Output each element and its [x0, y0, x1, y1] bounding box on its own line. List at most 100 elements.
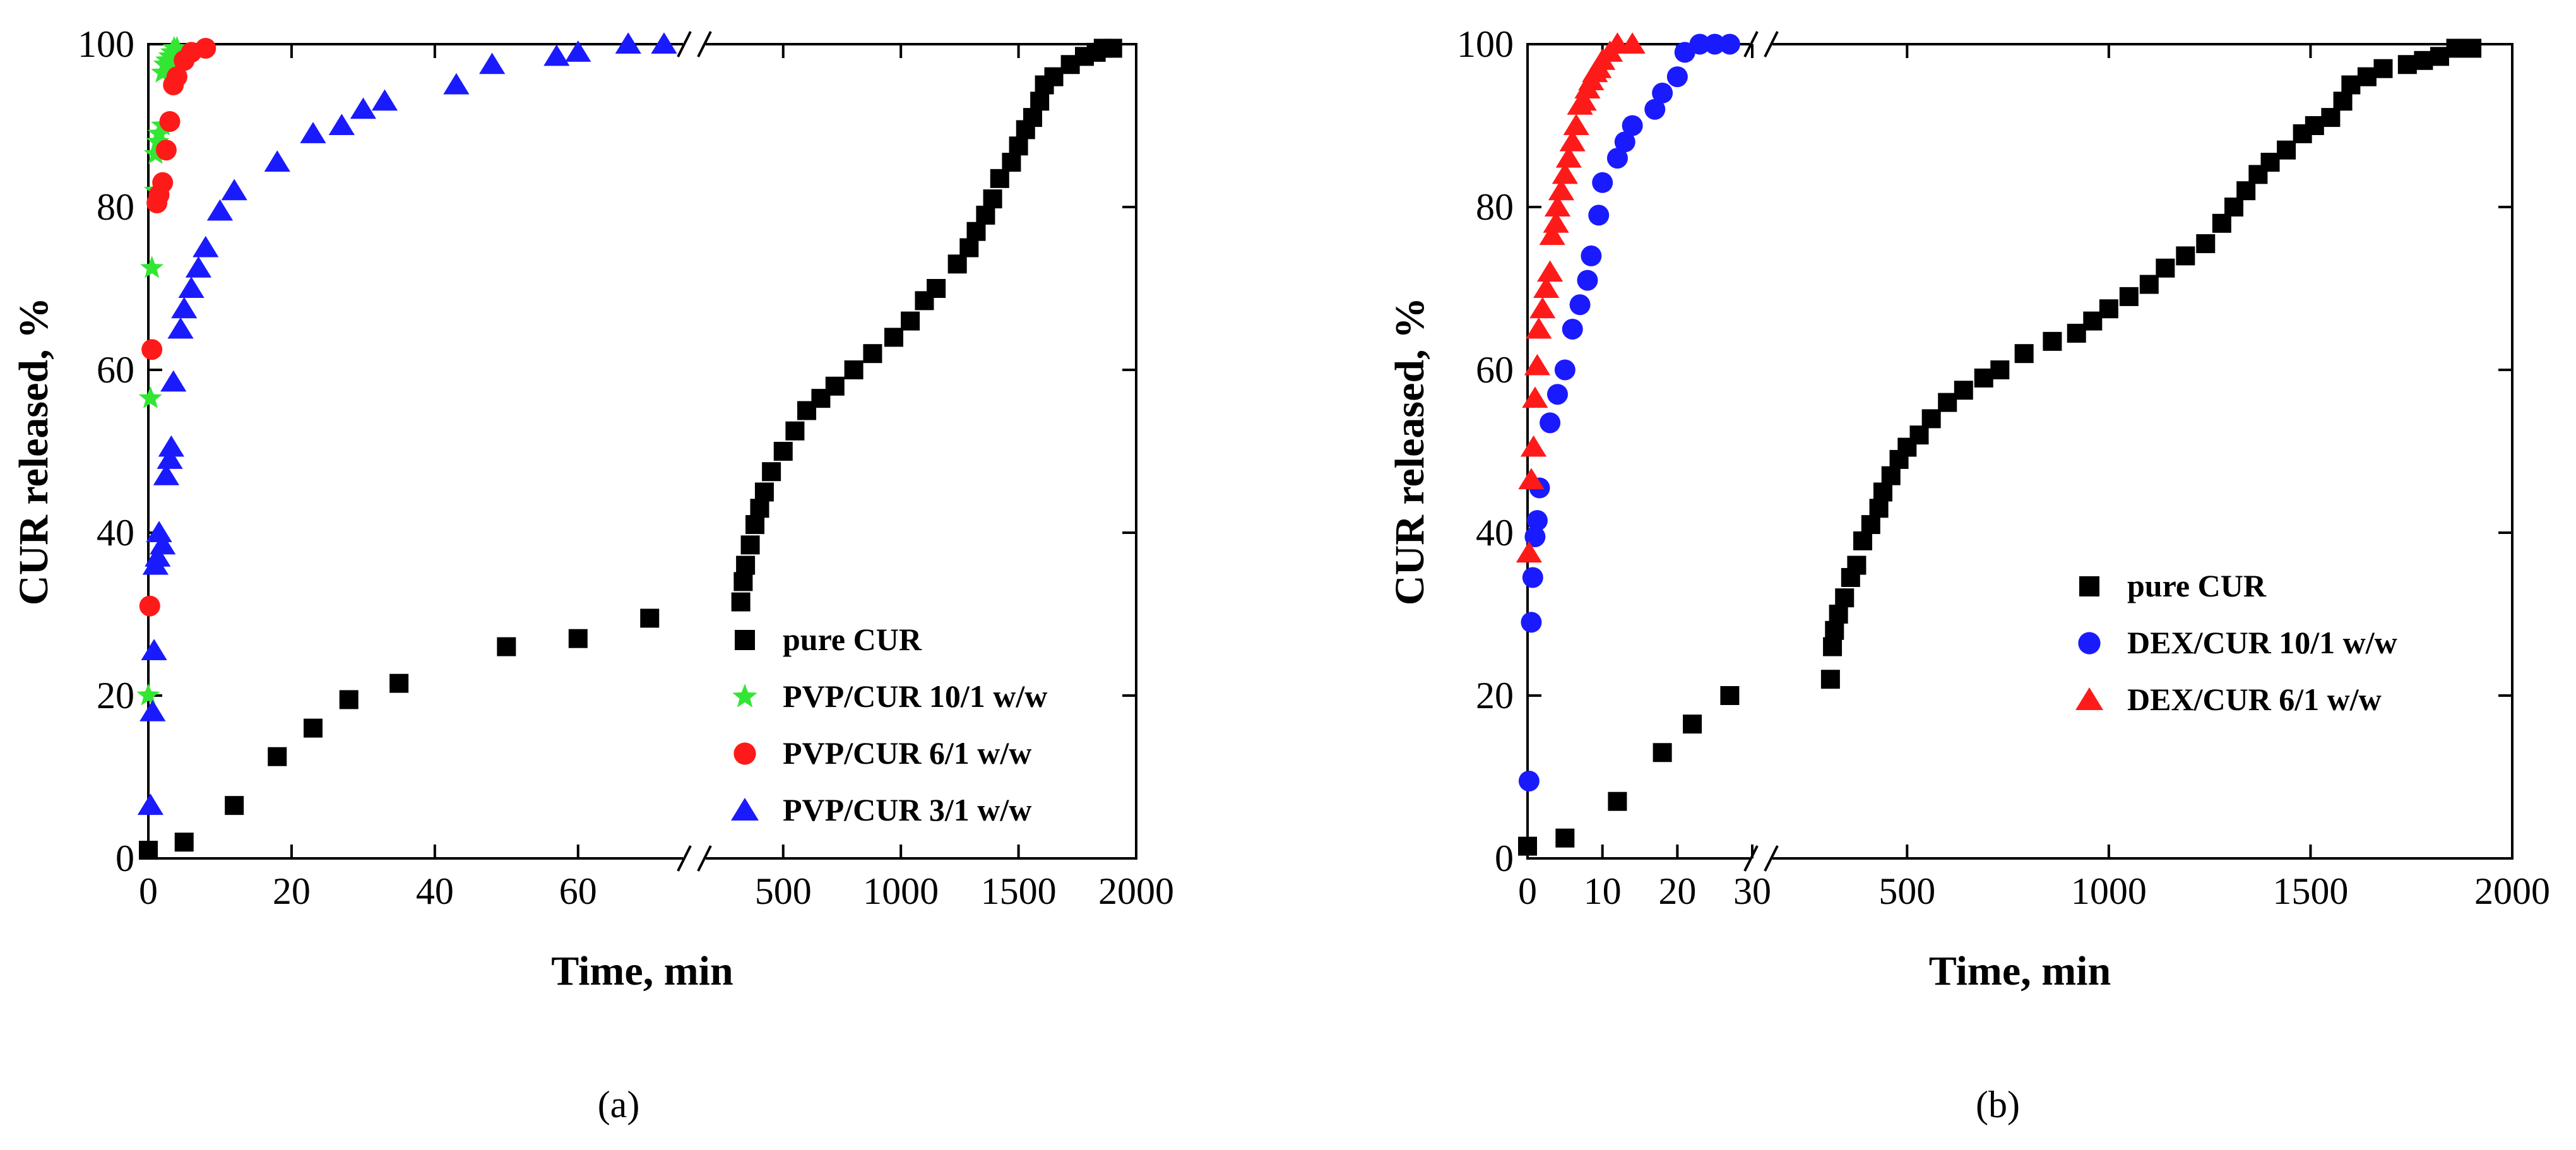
y-tick-label: 40 [1476, 512, 1514, 554]
data-point [178, 276, 205, 298]
legend-marker [2075, 687, 2103, 710]
data-point [1909, 425, 1929, 445]
data-point [773, 442, 793, 461]
data-point [157, 448, 183, 469]
data-point [825, 376, 845, 396]
data-point [138, 386, 162, 408]
data-point [1719, 33, 1740, 55]
data-point [300, 122, 326, 143]
data-point [1570, 89, 1597, 111]
y-tick-label: 100 [1457, 23, 1514, 65]
axis-break-mark [697, 845, 712, 872]
data-point [1526, 317, 1552, 339]
data-point [158, 435, 184, 457]
y-tick-label: 0 [1495, 838, 1514, 879]
data-point [159, 111, 181, 133]
legend: pure CUR DEX/CUR 10/1 w/w DEX/CUR 6/1 w/w [2075, 568, 2397, 717]
data-point [927, 279, 946, 298]
data-point [143, 141, 167, 164]
data-point [1990, 360, 2010, 379]
data-point [2176, 246, 2195, 266]
data-point [733, 572, 753, 591]
data-point [1569, 294, 1591, 316]
y-tick-label: 80 [97, 186, 134, 228]
y-tick-label: 80 [1476, 186, 1514, 228]
y-tick-label: 20 [1476, 675, 1514, 716]
x-tick-label: 500 [755, 870, 812, 912]
data-point [193, 235, 219, 258]
data-point [146, 521, 172, 542]
data-point [2373, 59, 2393, 78]
data-point [2462, 39, 2482, 58]
data-point [1539, 223, 1565, 246]
x-tick-label: 40 [416, 870, 454, 912]
axis-break-mark [697, 31, 712, 57]
x-tick-label: 10 [1584, 870, 1622, 912]
data-point [1533, 276, 1560, 298]
data-point [371, 89, 398, 111]
data-point [2260, 153, 2280, 172]
data-point [2156, 258, 2175, 278]
data-point [155, 139, 177, 161]
data-point [976, 205, 995, 225]
axis-break-mark [1764, 845, 1779, 872]
x-tick-label: 1000 [2071, 870, 2147, 912]
data-point [1869, 499, 1889, 518]
x-axis-label: Time, min [1929, 948, 2111, 994]
data-point [2139, 275, 2159, 294]
legend-marker [733, 742, 756, 765]
data-point [2357, 67, 2377, 86]
data-point [1954, 381, 1973, 400]
data-point [2397, 55, 2417, 74]
data-point [1820, 670, 1840, 689]
data-point [1921, 409, 1941, 429]
panel-label: (a) [598, 1084, 640, 1125]
data-point [2014, 344, 2034, 364]
data-point [1103, 39, 1122, 58]
data-point [350, 97, 377, 119]
data-point [844, 360, 864, 379]
data-point [740, 535, 760, 555]
series-dex-cur-10-1-w-w [1518, 33, 1740, 791]
data-point [1720, 686, 1740, 705]
data-point [1829, 605, 1848, 624]
data-point [1540, 412, 1561, 434]
data-point [339, 690, 359, 709]
data-point [1653, 743, 1672, 762]
x-tick-label: 1500 [2272, 870, 2348, 912]
data-point [1554, 359, 1576, 381]
legend-label: PVP/CUR 10/1 w/w [783, 679, 1047, 714]
data-point [2224, 198, 2243, 216]
legend-marker [731, 798, 759, 821]
data-point [1522, 567, 1543, 588]
data-point [2446, 39, 2466, 58]
data-point [1683, 714, 1702, 734]
data-point [165, 36, 189, 59]
data-point [1023, 108, 1042, 127]
x-tick-label: 2000 [2474, 870, 2550, 912]
data-point [1823, 637, 1843, 656]
data-point [1938, 393, 1957, 412]
data-point [1881, 466, 1901, 485]
data-point [1526, 510, 1548, 531]
data-point [166, 66, 187, 88]
data-point [1608, 791, 1627, 811]
legend-label: pure CUR [783, 622, 922, 657]
legend-label: DEX/CUR 6/1 w/w [2127, 682, 2382, 717]
data-point [983, 189, 1002, 209]
data-point [1847, 555, 1867, 575]
data-point [2430, 47, 2449, 66]
plot-frame [147, 43, 1137, 860]
data-point [139, 700, 166, 721]
data-point [152, 172, 174, 193]
data-point [497, 637, 516, 656]
data-point [225, 796, 244, 815]
data-point [153, 463, 179, 485]
data-point [141, 639, 167, 661]
x-tick-label: 2000 [1098, 870, 1174, 912]
data-point [1044, 67, 1064, 86]
legend-label: DEX/CUR 10/1 w/w [2127, 625, 2397, 660]
y-tick-label: 100 [78, 23, 134, 65]
